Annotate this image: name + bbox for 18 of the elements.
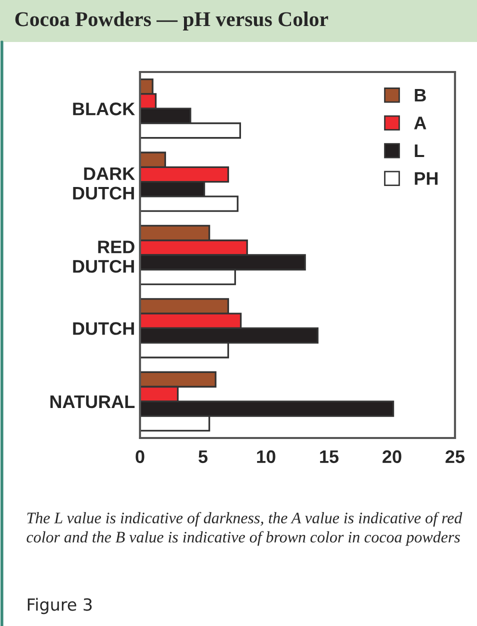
x-tick-label: 0: [136, 450, 144, 464]
chart-title: Cocoa Powders — pH versus Color: [15, 12, 328, 30]
x-tick-label: 15: [320, 450, 339, 464]
x-tick-label: 20: [382, 450, 402, 464]
y-tick-label: BLACK: [73, 102, 135, 116]
legend-label: A: [414, 116, 426, 130]
text: The L value is indicative of darkness, the A value is indicative of red color and the B value is indicative of brown color in cocoa powders: [26, 512, 462, 546]
x-tick-label: 25: [446, 450, 465, 464]
y-tick-label: DARK DUTCH: [73, 168, 135, 200]
y-tick-label: NATURAL: [50, 396, 135, 408]
legend-label: B: [414, 89, 426, 102]
y-tick-label: RED DUTCH: [73, 240, 134, 273]
x-tick-label: 5: [198, 450, 208, 464]
legend-label: L: [414, 144, 424, 157]
y-tick-label: DUTCH: [73, 322, 134, 335]
x-tick-label: 10: [257, 450, 276, 464]
caption: Figure 3: [28, 598, 92, 614]
legend-label: PH: [414, 172, 438, 185]
